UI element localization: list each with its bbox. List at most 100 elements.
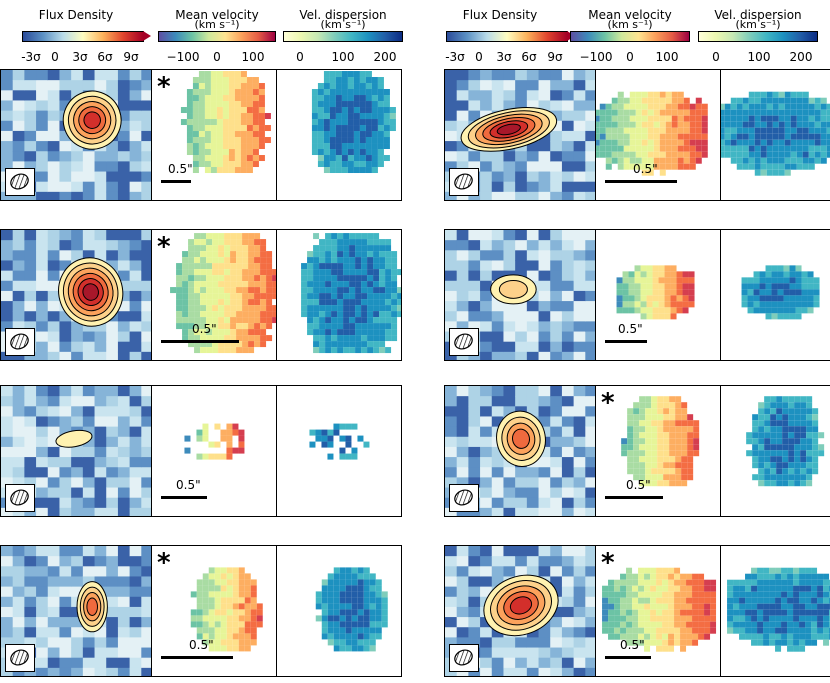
moment-pixel <box>793 603 800 610</box>
moment-pixel <box>627 432 634 439</box>
moment-pixel <box>651 468 658 475</box>
moment-pixel <box>391 323 398 330</box>
moment-pixel <box>812 432 819 439</box>
moment-pixel <box>216 83 223 90</box>
moment-pixel <box>602 627 609 634</box>
moment-pixel <box>639 462 646 469</box>
moment-pixel <box>204 119 211 126</box>
moment-pixel <box>266 269 273 276</box>
moment-pixel <box>730 139 737 146</box>
moment-pixel <box>689 115 696 122</box>
flux-noise-cell <box>12 627 25 638</box>
moment-pixel <box>242 263 249 270</box>
flux-noise-cell <box>36 627 49 638</box>
moment-pixel <box>377 149 384 156</box>
moment-pixel <box>778 169 785 176</box>
moment-pixel <box>351 609 358 616</box>
moment-pixel <box>635 139 642 146</box>
moment-pixel <box>381 597 388 604</box>
moment-pixel <box>240 119 247 126</box>
flux-noise-cell <box>47 301 60 312</box>
moment-pixel <box>662 627 669 634</box>
moment-pixel <box>653 103 660 110</box>
moment-pixel <box>681 468 688 475</box>
moment-pixel <box>254 251 261 258</box>
moment-pixel <box>192 89 199 96</box>
moment-pixel <box>626 597 633 604</box>
flux-noise-cell <box>550 657 563 669</box>
scale-bar <box>161 180 191 183</box>
moment-pixel <box>260 275 267 282</box>
moment-pixel <box>311 113 318 120</box>
flux-tick: -3σ <box>21 50 41 64</box>
moment-pixel <box>353 167 360 174</box>
flux-map <box>1 70 151 200</box>
moment-pixel <box>365 143 372 150</box>
moment-pixel <box>230 281 237 288</box>
moment-pixel <box>777 283 784 290</box>
moment-pixel <box>248 251 255 258</box>
flux-noise-cell <box>12 416 25 428</box>
moment-pixel <box>602 621 609 628</box>
flux-noise-cell <box>526 331 540 343</box>
moment-pixel <box>818 444 825 451</box>
flux-noise-cell <box>550 667 563 676</box>
moment-pixel <box>206 341 213 348</box>
flux-noise-cell <box>561 250 575 261</box>
flux-noise-cell <box>1 477 14 489</box>
moment-pixel <box>307 257 314 264</box>
moment-pixel <box>668 609 675 616</box>
moment-pixel <box>182 335 189 342</box>
flux-noise-cell <box>538 311 551 322</box>
moment-pixel <box>202 603 209 610</box>
flux-noise-cell <box>141 70 151 81</box>
moment-pixel <box>788 474 795 481</box>
moment-pixel <box>658 283 665 290</box>
flux-noise-cell <box>1 80 14 91</box>
flux-noise-cell <box>82 181 96 193</box>
flux-noise-cell <box>106 171 119 183</box>
flux-noise-cell <box>12 596 25 608</box>
moment-pixel <box>656 621 663 628</box>
moment-pixel <box>246 89 253 96</box>
moment-pixel <box>599 121 606 128</box>
flux-noise-cell <box>456 556 469 567</box>
flux-noise-cell <box>1 301 14 312</box>
moment-pixel <box>799 621 806 628</box>
flux-noise-cell <box>550 130 563 142</box>
moment-pixel <box>369 573 376 580</box>
flux-noise-cell <box>94 386 107 397</box>
flux-noise-cell <box>71 181 84 193</box>
flux-noise-cell <box>480 566 493 577</box>
moment-pixel <box>323 71 330 78</box>
flux-noise-cell <box>12 396 25 407</box>
moment-pixel <box>333 567 340 574</box>
moment-pixel <box>367 269 374 276</box>
flux-noise-cell <box>550 637 563 649</box>
moment-pixel <box>724 115 731 122</box>
moment-pixel <box>260 311 267 318</box>
moment-pixel <box>182 263 189 270</box>
moment-pixel <box>345 423 352 430</box>
moment-pixel <box>639 480 646 487</box>
moment-pixel <box>206 233 213 240</box>
moment-pixel <box>248 341 255 348</box>
flux-noise-cell <box>573 311 586 322</box>
moment-pixel <box>379 323 386 330</box>
flux-noise-cell <box>515 396 528 407</box>
moment-pixel <box>736 97 743 104</box>
moment-pixel <box>778 91 785 98</box>
moment-pixel <box>681 450 688 457</box>
moment-pixel <box>232 639 239 646</box>
flux-noise-cell <box>445 110 458 122</box>
moment-pixel <box>664 265 671 272</box>
moment-pixel <box>682 277 689 284</box>
flux-noise-cell <box>456 90 469 101</box>
moment-pixel <box>775 645 782 652</box>
moment-pixel <box>806 438 813 445</box>
moment-pixel <box>224 347 231 354</box>
moment-pixel <box>764 462 771 469</box>
moment-pixel <box>620 627 627 634</box>
moment-pixel <box>676 283 683 290</box>
moment-pixel <box>759 289 766 296</box>
